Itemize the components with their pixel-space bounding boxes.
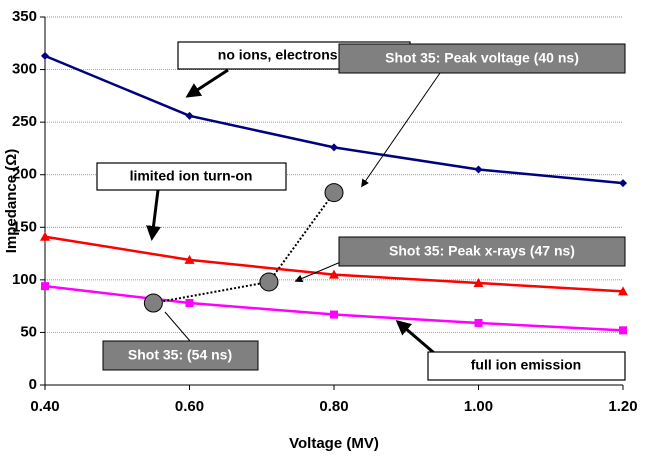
series-label: limited ion turn-on [130, 168, 253, 184]
x-tick-label: 0.80 [319, 398, 348, 415]
arrow [361, 72, 441, 188]
x-axis-title: Voltage (MV) [289, 435, 379, 452]
marker [619, 326, 627, 335]
y-tick-label: 100 [12, 271, 37, 288]
series-line [44, 284, 624, 332]
marker [41, 282, 49, 291]
marker [329, 269, 339, 279]
marker [184, 254, 195, 264]
y-tick-label: 0 [29, 376, 37, 393]
x-tick-label: 0.60 [175, 398, 204, 415]
marker [473, 278, 484, 288]
x-tick-label: 1.20 [608, 398, 637, 415]
marker [618, 286, 628, 296]
annotation-box [427, 351, 626, 381]
y-tick-label: 300 [12, 61, 37, 78]
arrow [185, 68, 229, 98]
y-axis-title: Impedance (Ω) [3, 149, 20, 254]
x-tick-label: 1.00 [464, 398, 493, 415]
shot-line [153, 192, 335, 304]
marker [40, 231, 50, 241]
point-label: Shot 35: Peak x-rays (47 ns) [389, 243, 575, 259]
shot-point [259, 272, 279, 292]
marker [330, 143, 338, 152]
point-label: Shot 35: (54 ns) [128, 347, 232, 363]
marker [474, 165, 483, 174]
shot-point [324, 183, 344, 203]
marker [474, 318, 483, 327]
grid: 0 50 100 150 200 250 300 350 0.40 0.60 0.80 1.00 1.2… [12, 8, 638, 415]
plot [40, 51, 628, 335]
annotation-box [102, 340, 259, 371]
marker [185, 111, 194, 120]
y-tick-label: 200 [12, 166, 37, 183]
arrow [164, 311, 191, 342]
annotation-box [338, 236, 626, 267]
annotation-box [96, 162, 287, 191]
point-label: Shot 35: Peak voltage (40 ns) [385, 50, 579, 66]
annotation-box [338, 43, 626, 74]
marker [619, 179, 627, 188]
x-tick-label: 0.40 [30, 398, 59, 415]
marker [41, 51, 49, 60]
y-tick-label: 350 [12, 8, 37, 25]
series-label: full ion emission [471, 357, 581, 373]
marker [330, 310, 338, 319]
y-tick-label: 150 [12, 218, 37, 235]
y-tick-label: 50 [20, 323, 37, 340]
arrow [146, 189, 161, 241]
series-label: no ions, electrons only [218, 47, 371, 63]
shot-point [143, 293, 163, 313]
y-tick-label: 250 [12, 113, 37, 130]
marker [185, 298, 194, 307]
